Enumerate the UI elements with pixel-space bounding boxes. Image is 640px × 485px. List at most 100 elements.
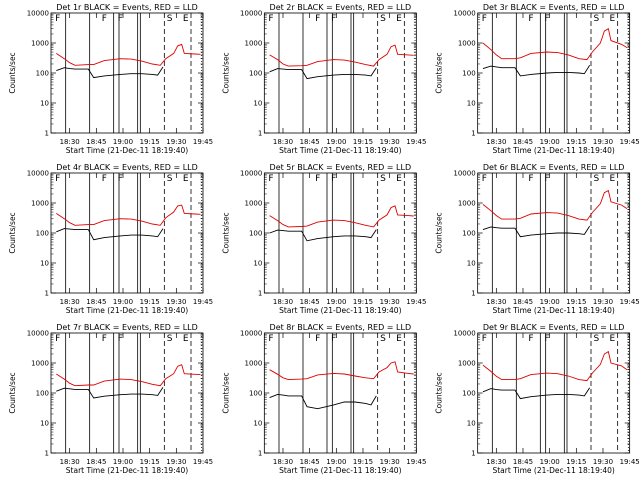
lld-series-line: [269, 205, 414, 228]
y-tick-label: 1000: [458, 40, 476, 48]
x-tick-label: 18:45: [300, 298, 320, 306]
y-tick-label: 10: [40, 420, 49, 428]
event-marker: E: [396, 174, 402, 184]
y-tick-label: 10000: [453, 330, 475, 338]
event-marker: F: [268, 174, 273, 184]
x-tick-label: 19:30: [593, 138, 613, 146]
plot-frame: [50, 172, 204, 294]
event-marker: F: [118, 334, 123, 344]
event-marker: S: [593, 174, 599, 184]
y-tick-label: 10000: [27, 330, 49, 338]
x-axis-label: Start Time (21-Dec-11 18:19:40): [279, 146, 401, 155]
y-tick-label: 1000: [31, 200, 49, 208]
x-axis-label: Start Time (21-Dec-11 18:19:40): [66, 146, 188, 155]
plot-frame: [477, 332, 631, 454]
x-tick-label: 19:00: [540, 138, 560, 146]
event-marker: F: [528, 14, 533, 24]
event-marker: F: [315, 334, 320, 344]
x-tick-label: 19:00: [540, 458, 560, 466]
x-axis-label: Start Time (21-Dec-11 18:19:40): [492, 306, 614, 315]
y-tick-label: 10000: [27, 10, 49, 18]
x-tick-label: 18:45: [300, 138, 320, 146]
event-marker: S: [380, 174, 386, 184]
x-tick-label: 19:30: [380, 138, 400, 146]
event-marker: F: [482, 14, 487, 24]
y-tick-label: 10: [467, 420, 476, 428]
x-tick-label: 19:45: [193, 458, 213, 466]
x-tick-label: 19:45: [620, 138, 640, 146]
y-tick-label: 1000: [458, 200, 476, 208]
panel-title: Det 8r BLACK = Events, RED = LLD: [270, 323, 412, 332]
panel-title: Det 3r BLACK = Events, RED = LLD: [483, 3, 625, 12]
event-marker: S: [593, 14, 599, 24]
event-marker: F: [268, 14, 273, 24]
x-tick-label: 19:00: [540, 298, 560, 306]
x-tick-label: 19:30: [166, 138, 186, 146]
event-marker: F: [528, 174, 533, 184]
x-tick-label: 19:15: [566, 298, 586, 306]
y-tick-label: 1: [471, 290, 475, 298]
x-tick-label: 19:30: [166, 298, 186, 306]
y-tick-label: 100: [36, 70, 49, 78]
x-tick-label: 18:30: [486, 138, 506, 146]
y-axis-label: Counts/sec: [8, 372, 17, 413]
y-axis-label: Counts/sec: [221, 52, 230, 93]
y-tick-label: 1000: [31, 40, 49, 48]
panel-title: Det 1r BLACK = Events, RED = LLD: [56, 3, 198, 12]
event-marker: E: [396, 14, 402, 24]
x-tick-label: 18:30: [486, 458, 506, 466]
panel-title: Det 4r BLACK = Events, RED = LLD: [56, 163, 198, 172]
x-tick-label: 19:15: [353, 138, 373, 146]
y-tick-label: 1000: [31, 360, 49, 368]
plot-frame: [263, 172, 417, 294]
event-marker: F: [331, 334, 336, 344]
x-tick-label: 19:30: [380, 458, 400, 466]
x-tick-label: 19:15: [566, 458, 586, 466]
y-tick-label: 1000: [245, 40, 263, 48]
x-tick-label: 19:15: [140, 138, 160, 146]
event-marker: F: [482, 334, 487, 344]
x-axis-label: Start Time (21-Dec-11 18:19:40): [66, 466, 188, 475]
event-marker: S: [380, 334, 386, 344]
y-tick-label: 100: [249, 70, 262, 78]
y-tick-label: 1000: [245, 200, 263, 208]
x-axis-label: Start Time (21-Dec-11 18:19:40): [279, 466, 401, 475]
y-tick-label: 100: [249, 390, 262, 398]
event-marker: F: [544, 174, 549, 184]
y-axis-label: Counts/sec: [435, 212, 444, 253]
lld-series-line: [56, 43, 201, 66]
y-tick-label: 1: [471, 130, 475, 138]
event-marker: F: [482, 174, 487, 184]
event-marker: S: [380, 14, 386, 24]
events-series-line: [482, 225, 591, 238]
panel-det-5: Det 5r BLACK = Events, RED = LLD 1 10 100 10…: [221, 163, 426, 315]
event-marker: F: [315, 174, 320, 184]
y-axis-label: Counts/sec: [221, 212, 230, 253]
y-axis-label: Counts/sec: [8, 52, 17, 93]
events-series-line: [56, 387, 164, 399]
lld-series-line: [269, 44, 414, 67]
y-tick-label: 10000: [240, 330, 262, 338]
event-marker: F: [118, 14, 123, 24]
panel-det-6: Det 6r BLACK = Events, RED = LLD 1 10 100 10…: [435, 163, 640, 315]
event-marker: S: [167, 174, 173, 184]
panel-title: Det 2r BLACK = Events, RED = LLD: [270, 3, 412, 12]
event-marker: F: [315, 14, 320, 24]
lld-series-line: [56, 204, 201, 226]
y-tick-label: 1: [258, 130, 262, 138]
lld-series-line: [56, 364, 201, 387]
x-tick-label: 18:30: [60, 458, 80, 466]
events-series-line: [56, 66, 164, 79]
x-tick-label: 19:00: [113, 458, 133, 466]
x-tick-label: 18:45: [300, 458, 320, 466]
x-tick-label: 19:00: [113, 298, 133, 306]
x-tick-label: 18:30: [273, 458, 293, 466]
y-tick-label: 100: [36, 230, 49, 238]
x-axis-label: Start Time (21-Dec-11 18:19:40): [492, 146, 614, 155]
plot-frame: [263, 332, 417, 454]
y-tick-label: 1000: [458, 360, 476, 368]
y-tick-label: 10: [253, 100, 262, 108]
event-marker: F: [268, 334, 273, 344]
event-marker: E: [609, 174, 615, 184]
